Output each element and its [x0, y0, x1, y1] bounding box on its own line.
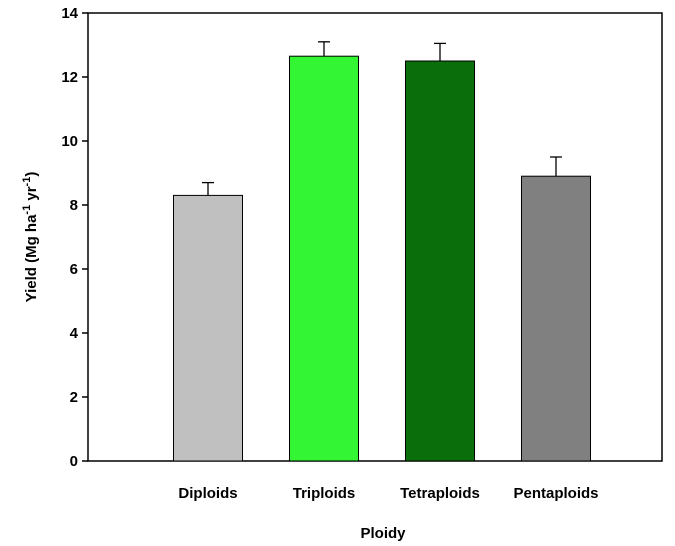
y-label-superscript: -1: [21, 177, 33, 187]
x-tick-label: Pentaploids: [513, 485, 598, 502]
y-label-part: Yield (Mg ha: [23, 214, 40, 302]
y-tick-label: 4: [70, 325, 79, 342]
x-tick-label: Tetraploids: [400, 485, 480, 502]
y-label-part: yr: [23, 186, 40, 205]
bar: [173, 194, 243, 462]
y-tick-label: 8: [70, 197, 78, 214]
y-tick-label: 12: [61, 69, 78, 86]
y-tick-label: 6: [70, 261, 78, 278]
bar: [521, 175, 591, 462]
y-tick-label: 0: [70, 453, 78, 470]
y-tick-label: 2: [70, 389, 78, 406]
bar: [405, 60, 475, 462]
bar: [289, 55, 359, 462]
x-axis-label: Ploidy: [360, 525, 406, 542]
y-tick-label: 10: [61, 133, 78, 150]
plot-frame: [87, 12, 663, 462]
y-label-superscript: -1: [21, 205, 33, 215]
y-axis-label: Yield (Mg ha-1 yr-1): [21, 172, 40, 303]
x-tick-label: Diploids: [178, 485, 237, 502]
y-tick-label: 14: [61, 5, 78, 22]
y-label-part: ): [23, 172, 40, 177]
x-tick-label: Triploids: [293, 485, 356, 502]
